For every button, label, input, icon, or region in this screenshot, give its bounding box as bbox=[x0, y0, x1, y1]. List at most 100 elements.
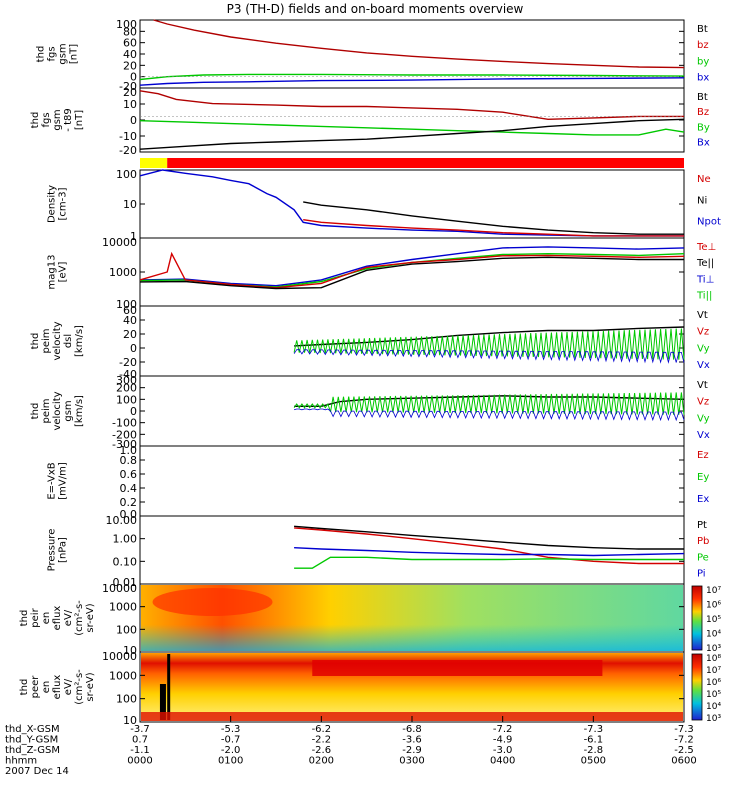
y-tick-label: 0.10 bbox=[113, 555, 138, 568]
series-line bbox=[153, 19, 685, 69]
y-tick-label: -200 bbox=[112, 428, 137, 441]
mode-bar-segment bbox=[140, 158, 168, 168]
y-axis-label: en bbox=[41, 681, 52, 694]
series-line bbox=[294, 547, 685, 557]
y-tick-label: 0.01 bbox=[113, 576, 138, 589]
colorbar-label: 10⁵ bbox=[706, 690, 721, 700]
y-tick-label: 1 bbox=[130, 230, 137, 243]
x-axis-value: 0100 bbox=[218, 756, 243, 767]
x-axis-value: -0.7 bbox=[221, 735, 241, 746]
y-tick-label: 40 bbox=[123, 48, 137, 61]
y-tick-label: -20 bbox=[119, 144, 137, 157]
panel-4: 10000 1000 100 mag13 [eV] Te⊥ Te|| Ti⊥ Ti|| bbox=[47, 236, 717, 311]
x-axis-value: -6.8 bbox=[402, 724, 422, 735]
series-line bbox=[294, 525, 684, 550]
y-axis-label: thd bbox=[30, 333, 41, 350]
y-axis-label: eflux bbox=[52, 675, 63, 700]
y-axis-label: eflux bbox=[52, 606, 63, 631]
y-axis-label: Density bbox=[47, 185, 58, 223]
x-axis-row-label: thd_X-GSM bbox=[5, 724, 60, 735]
y-axis-label: gsm bbox=[58, 43, 69, 64]
x-axis-value: -2.8 bbox=[584, 745, 604, 756]
legend-entry: Pi bbox=[697, 569, 706, 580]
y-tick-label: -10 bbox=[119, 130, 137, 143]
legend-entry: Bx bbox=[697, 138, 710, 149]
panel-9: 10⁷ 10⁶ 10⁵ 10⁴ 10³ 10000 1000 100 10 thd peir en ef… bbox=[19, 582, 721, 657]
x-axis-labels: thd_X-GSM -3.7 -5.3 -6.2 -6.8 -7.2 -7.3 -7.3thd… bbox=[5, 716, 697, 777]
x-axis-value: -2.2 bbox=[312, 735, 332, 746]
y-tick-label: 300 bbox=[116, 374, 137, 387]
y-axis-label: mag13 bbox=[47, 255, 58, 290]
series-line bbox=[139, 246, 685, 287]
y-axis-label: Pressure bbox=[47, 529, 58, 572]
y-tick-label: 100 bbox=[116, 623, 137, 636]
y-axis-label: - t89 bbox=[63, 108, 74, 131]
y-tick-label: 10.00 bbox=[106, 514, 138, 527]
x-axis-value: -7.2 bbox=[674, 735, 694, 746]
panel-frame bbox=[139, 87, 685, 153]
x-axis-value: 0.7 bbox=[132, 735, 148, 746]
velocity-noise-blue bbox=[293, 408, 685, 422]
y-tick-label: 80 bbox=[123, 25, 137, 38]
x-axis-value: -5.3 bbox=[221, 724, 241, 735]
series-line bbox=[139, 251, 685, 289]
y-axis-label: peim bbox=[41, 398, 52, 423]
y-axis-label: fgs bbox=[41, 112, 52, 127]
colorbar-label: 10⁸ bbox=[706, 654, 721, 664]
colorbar-label: 10⁴ bbox=[706, 630, 721, 640]
series-line bbox=[139, 90, 684, 121]
y-axis-label: [mV/m] bbox=[58, 462, 69, 500]
y-axis-label: eV/ bbox=[63, 678, 74, 695]
x-axis-value: 0000 bbox=[127, 756, 152, 767]
x-axis-value: 0400 bbox=[490, 756, 515, 767]
y-tick-label: 100 bbox=[116, 393, 137, 406]
y-axis-label: [nPa] bbox=[58, 537, 69, 563]
x-axis-value: 0600 bbox=[671, 756, 696, 767]
y-axis-label: thd bbox=[30, 112, 41, 129]
panel-3: 100 10 1 Density [cm-3] Ne Ni Npot bbox=[47, 168, 721, 243]
y-tick-label: 100 bbox=[116, 168, 137, 181]
legend-entry: Bt bbox=[697, 24, 708, 35]
colorbar-label: 10⁵ bbox=[706, 615, 721, 625]
legend-entry: by bbox=[697, 56, 709, 67]
legend-entry: Vy bbox=[697, 343, 710, 354]
y-tick-label: 10 bbox=[123, 714, 137, 727]
y-axis-label: eV/ bbox=[63, 609, 74, 626]
legend-entry: Npot bbox=[697, 217, 721, 228]
velocity-noise-blue bbox=[293, 349, 685, 364]
panel-frame bbox=[139, 515, 685, 585]
legend-entry: Ne bbox=[697, 174, 711, 185]
y-tick-label: 1000 bbox=[109, 669, 137, 682]
velocity-noise-green bbox=[293, 392, 685, 415]
legend-entry: bz bbox=[697, 40, 709, 51]
velocity-noise-green bbox=[293, 328, 685, 360]
y-tick-label: 10 bbox=[123, 644, 137, 657]
x-axis-value: -4.9 bbox=[493, 735, 513, 746]
series-line bbox=[139, 118, 685, 150]
x-axis-value: -2.5 bbox=[674, 745, 694, 756]
legend-entry: Te⊥ bbox=[696, 242, 716, 253]
y-tick-label: 10 bbox=[123, 98, 137, 111]
series-line bbox=[139, 120, 685, 136]
legend-entry: Ex bbox=[697, 494, 709, 505]
x-axis-value: -2.6 bbox=[312, 745, 332, 756]
y-axis-label: sr-eV) bbox=[85, 672, 96, 701]
data-gap-block bbox=[159, 684, 166, 720]
y-axis-label: [cm-3] bbox=[58, 187, 69, 220]
legend-entry: Te|| bbox=[696, 258, 714, 269]
panel-frame bbox=[139, 375, 685, 447]
date-label: 2007 Dec 14 bbox=[5, 766, 69, 777]
mode-bar-segment bbox=[167, 158, 684, 168]
legend-entry: Bz bbox=[697, 107, 709, 118]
spectrogram-band bbox=[312, 660, 603, 676]
y-axis-label: dsl bbox=[63, 334, 74, 348]
y-tick-label: 0 bbox=[130, 405, 137, 418]
y-tick-label: -300 bbox=[112, 438, 137, 451]
y-tick-label: 10000 bbox=[102, 582, 137, 595]
legend-entry: Vy bbox=[697, 413, 710, 424]
